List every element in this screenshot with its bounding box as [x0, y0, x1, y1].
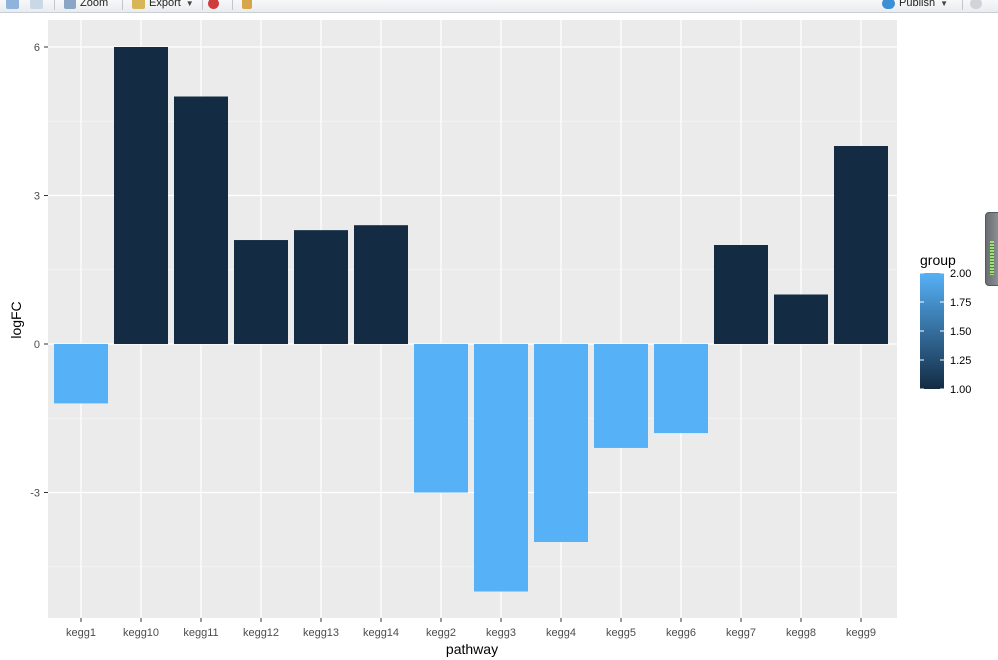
- x-tick-label: kegg7: [726, 627, 756, 639]
- x-tick-label: kegg5: [606, 627, 636, 639]
- bar-kegg3: [474, 344, 528, 592]
- x-tick-label: kegg1: [66, 627, 96, 639]
- refresh-icon[interactable]: [970, 0, 986, 11]
- x-tick-label: kegg14: [363, 627, 399, 639]
- legend-tick-label: 1.25: [950, 355, 971, 367]
- y-axis-title: logFC: [8, 301, 24, 338]
- x-tick-label: kegg6: [666, 627, 696, 639]
- image-export-icon: [132, 0, 145, 9]
- y-tick-label: 3: [34, 191, 40, 203]
- bars: [54, 47, 888, 592]
- zoom-label: Zoom: [80, 0, 109, 9]
- bar-kegg14: [354, 225, 408, 344]
- x-tick-label: kegg12: [243, 627, 279, 639]
- bar-kegg1: [54, 344, 108, 404]
- legend-tick-label: 1.50: [950, 326, 971, 338]
- remove-plot-button[interactable]: [208, 0, 223, 11]
- x-tick-label: kegg10: [123, 627, 159, 639]
- publish-button[interactable]: Publish ▼: [882, 0, 948, 11]
- broom-icon: [242, 0, 252, 9]
- bar-kegg11: [174, 96, 228, 344]
- x-axis-title: pathway: [446, 641, 498, 657]
- back-arrow-icon[interactable]: [6, 0, 23, 11]
- bar-kegg12: [234, 240, 288, 344]
- bar-kegg2: [414, 344, 468, 493]
- x-tick-label: kegg3: [486, 627, 516, 639]
- x-tick-label: kegg11: [183, 627, 218, 639]
- y-axis: -3 0 3 6: [30, 42, 48, 500]
- x-tick-label: kegg13: [303, 627, 339, 639]
- clear-plots-button[interactable]: [242, 0, 256, 11]
- x-axis: kegg1 kegg10 kegg11 kegg12 kegg13 kegg14 kegg2…: [66, 618, 876, 639]
- legend-tick-label: 1.75: [950, 297, 971, 309]
- chevron-down-icon: ▼: [185, 0, 194, 8]
- chevron-down-icon: ▼: [940, 0, 948, 8]
- zoom-button[interactable]: Zoom: [64, 0, 108, 11]
- legend-tick-label: 1.00: [950, 384, 971, 396]
- legend-tick-label: 2.00: [950, 268, 971, 280]
- x-tick-label: kegg2: [426, 627, 456, 639]
- magnifier-icon: [64, 0, 76, 9]
- plot-toolbar: Zoom Export ▼ Publish ▼: [0, 0, 998, 13]
- bar-kegg5: [594, 344, 648, 448]
- publish-icon: [882, 0, 895, 9]
- y-tick-label: -3: [30, 488, 40, 500]
- remove-icon: [208, 0, 219, 9]
- bar-kegg10: [114, 47, 168, 344]
- y-tick-label: 0: [34, 339, 40, 351]
- export-button[interactable]: Export ▼: [132, 0, 194, 11]
- x-tick-label: kegg4: [546, 627, 576, 639]
- export-label: Export: [149, 0, 181, 9]
- bar-kegg8: [774, 294, 828, 344]
- bar-kegg13: [294, 230, 348, 344]
- x-tick-label: kegg9: [846, 627, 876, 639]
- forward-arrow-icon[interactable]: [30, 0, 47, 11]
- y-tick-label: 6: [34, 42, 40, 54]
- legend-title: group: [920, 252, 956, 268]
- bar-kegg6: [654, 344, 708, 434]
- bar-kegg9: [834, 146, 888, 344]
- legend: group 2.00 1.75 1.50 1.25 1.00: [920, 252, 971, 396]
- pane-resize-handle[interactable]: [985, 212, 998, 286]
- bar-kegg7: [714, 245, 768, 344]
- grip-icon: [990, 241, 994, 275]
- bar-kegg4: [534, 344, 588, 542]
- x-tick-label: kegg8: [786, 627, 816, 639]
- publish-label: Publish: [899, 0, 936, 9]
